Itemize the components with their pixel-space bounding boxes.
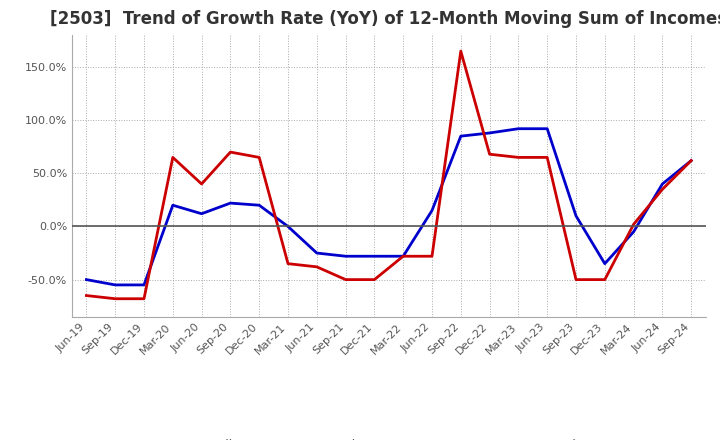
Net Income Growth Rate — [658, 187, 667, 192]
Ordinary Income Growth Rate — [111, 282, 120, 288]
Net Income Growth Rate — [82, 293, 91, 298]
Ordinary Income Growth Rate — [514, 126, 523, 132]
Ordinary Income Growth Rate — [658, 181, 667, 187]
Legend: Ordinary Income Growth Rate, Net Income Growth Rate: Ordinary Income Growth Rate, Net Income … — [160, 434, 618, 440]
Net Income Growth Rate — [629, 222, 638, 227]
Net Income Growth Rate — [140, 296, 148, 301]
Ordinary Income Growth Rate — [284, 224, 292, 229]
Ordinary Income Growth Rate — [600, 261, 609, 266]
Ordinary Income Growth Rate — [197, 211, 206, 216]
Ordinary Income Growth Rate — [399, 253, 408, 259]
Ordinary Income Growth Rate — [226, 201, 235, 206]
Ordinary Income Growth Rate — [485, 130, 494, 136]
Ordinary Income Growth Rate — [428, 208, 436, 213]
Ordinary Income Growth Rate — [572, 213, 580, 219]
Ordinary Income Growth Rate — [687, 158, 696, 163]
Net Income Growth Rate — [514, 155, 523, 160]
Net Income Growth Rate — [341, 277, 350, 282]
Net Income Growth Rate — [687, 158, 696, 163]
Ordinary Income Growth Rate — [629, 229, 638, 235]
Net Income Growth Rate — [399, 253, 408, 259]
Title: [2503]  Trend of Growth Rate (YoY) of 12-Month Moving Sum of Incomes: [2503] Trend of Growth Rate (YoY) of 12-… — [50, 10, 720, 28]
Net Income Growth Rate — [370, 277, 379, 282]
Ordinary Income Growth Rate — [543, 126, 552, 132]
Ordinary Income Growth Rate — [255, 202, 264, 208]
Net Income Growth Rate — [572, 277, 580, 282]
Net Income Growth Rate — [111, 296, 120, 301]
Net Income Growth Rate — [428, 253, 436, 259]
Net Income Growth Rate — [312, 264, 321, 269]
Net Income Growth Rate — [197, 181, 206, 187]
Ordinary Income Growth Rate — [370, 253, 379, 259]
Ordinary Income Growth Rate — [341, 253, 350, 259]
Net Income Growth Rate — [543, 155, 552, 160]
Ordinary Income Growth Rate — [140, 282, 148, 288]
Net Income Growth Rate — [168, 155, 177, 160]
Net Income Growth Rate — [284, 261, 292, 266]
Ordinary Income Growth Rate — [312, 250, 321, 256]
Net Income Growth Rate — [226, 150, 235, 155]
Net Income Growth Rate — [456, 48, 465, 54]
Ordinary Income Growth Rate — [82, 277, 91, 282]
Net Income Growth Rate — [600, 277, 609, 282]
Line: Net Income Growth Rate: Net Income Growth Rate — [86, 51, 691, 299]
Ordinary Income Growth Rate — [456, 133, 465, 139]
Line: Ordinary Income Growth Rate: Ordinary Income Growth Rate — [86, 129, 691, 285]
Net Income Growth Rate — [255, 155, 264, 160]
Ordinary Income Growth Rate — [168, 202, 177, 208]
Net Income Growth Rate — [485, 151, 494, 157]
